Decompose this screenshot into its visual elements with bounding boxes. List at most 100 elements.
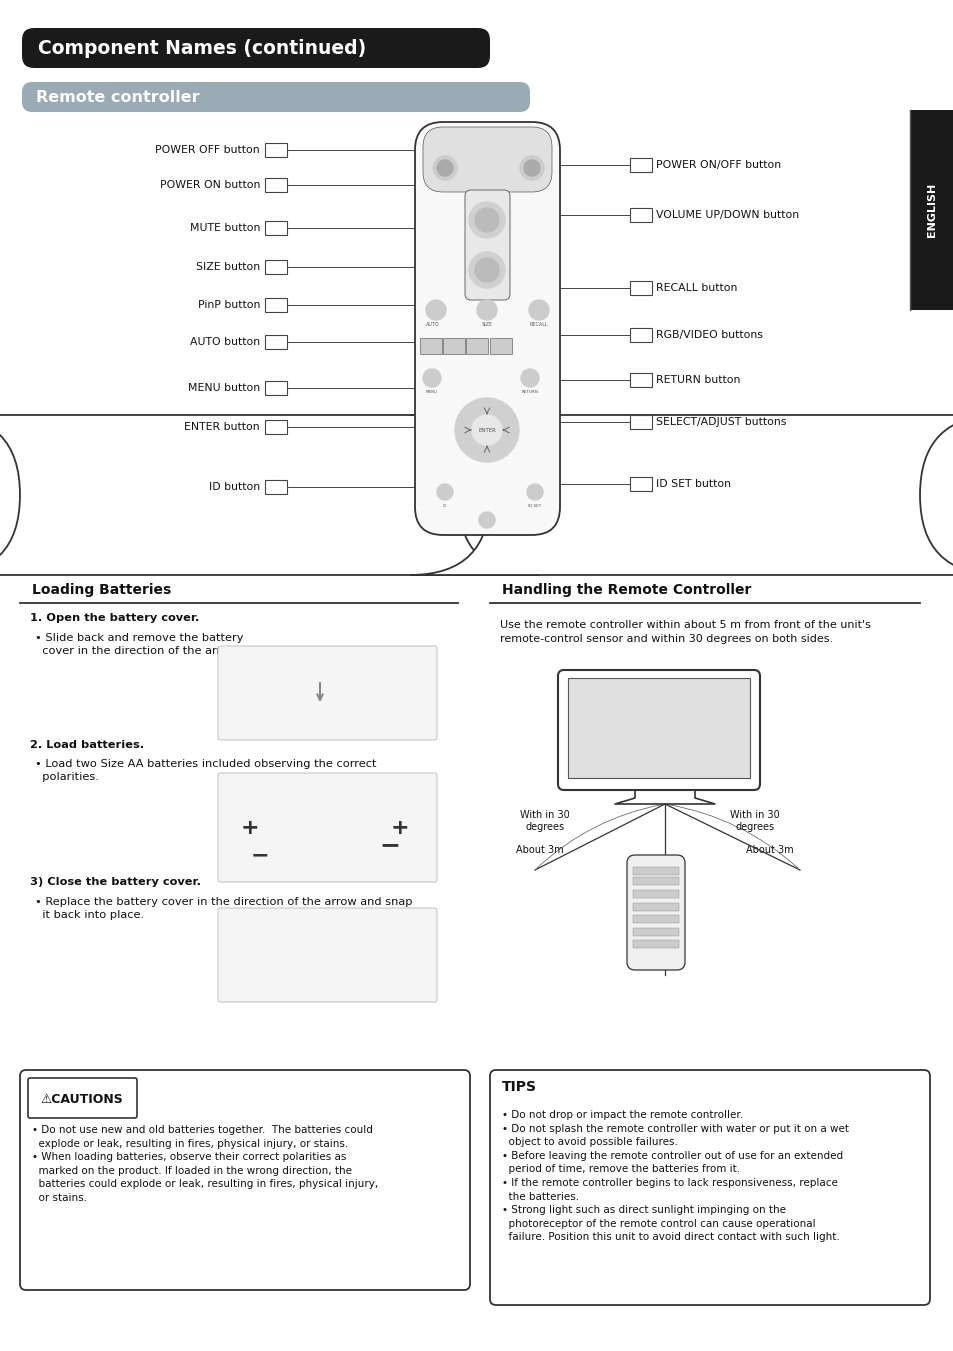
Bar <box>265 178 287 192</box>
Circle shape <box>520 369 538 386</box>
Bar <box>265 480 287 494</box>
Text: PinP button: PinP button <box>197 300 260 309</box>
Bar <box>265 222 287 235</box>
FancyBboxPatch shape <box>422 127 552 192</box>
FancyBboxPatch shape <box>218 646 436 740</box>
Text: With in 30
degrees: With in 30 degrees <box>519 811 569 832</box>
Circle shape <box>476 300 497 320</box>
Circle shape <box>526 484 542 500</box>
Circle shape <box>469 203 504 238</box>
Bar <box>265 381 287 394</box>
Bar <box>265 335 287 349</box>
Text: ⚠CAUTIONS: ⚠CAUTIONS <box>40 1093 123 1105</box>
Bar <box>633 877 679 885</box>
Bar <box>633 915 679 923</box>
FancyBboxPatch shape <box>626 855 684 970</box>
Text: MENU: MENU <box>425 390 437 394</box>
Bar <box>265 299 287 312</box>
Text: −: − <box>251 844 269 865</box>
Text: ENTER: ENTER <box>477 427 496 432</box>
Bar <box>633 890 679 898</box>
FancyBboxPatch shape <box>490 1070 929 1305</box>
Bar <box>629 415 651 430</box>
Text: • Replace the battery cover in the direction of the arrow and snap
  it back int: • Replace the battery cover in the direc… <box>35 897 412 920</box>
FancyBboxPatch shape <box>558 670 760 790</box>
Text: AUTO: AUTO <box>426 322 439 327</box>
Text: • Load two Size AA batteries included observing the correct
  polarities.: • Load two Size AA batteries included ob… <box>35 759 376 782</box>
Text: ID SET button: ID SET button <box>656 480 730 489</box>
Bar <box>629 208 651 222</box>
Circle shape <box>469 253 504 288</box>
Text: RECALL: RECALL <box>529 322 548 327</box>
Circle shape <box>436 484 453 500</box>
Circle shape <box>436 159 453 176</box>
Text: AUTO button: AUTO button <box>190 336 260 347</box>
Text: ID SET: ID SET <box>528 504 541 508</box>
Bar <box>629 477 651 490</box>
Circle shape <box>433 155 456 180</box>
Text: Remote controller: Remote controller <box>36 89 199 104</box>
Bar <box>909 109 953 309</box>
Circle shape <box>529 300 548 320</box>
Text: About 3m: About 3m <box>516 844 563 855</box>
Text: • Slide back and remove the battery
  cover in the direction of the arrow.: • Slide back and remove the battery cove… <box>35 634 243 657</box>
Bar <box>265 143 287 157</box>
Circle shape <box>475 208 498 232</box>
Text: POWER ON/OFF button: POWER ON/OFF button <box>656 159 781 170</box>
Text: SELECT/ADJUST buttons: SELECT/ADJUST buttons <box>656 417 785 427</box>
Bar <box>629 281 651 295</box>
Bar <box>633 902 679 911</box>
Circle shape <box>475 258 498 282</box>
Text: 1. Open the battery cover.: 1. Open the battery cover. <box>30 613 199 623</box>
Bar <box>442 338 464 354</box>
Bar <box>419 338 441 354</box>
Text: Handling the Remote Controller: Handling the Remote Controller <box>501 584 751 597</box>
FancyBboxPatch shape <box>410 415 953 576</box>
Bar <box>633 928 679 936</box>
Bar <box>490 338 512 354</box>
FancyBboxPatch shape <box>22 82 530 112</box>
Text: SIZE button: SIZE button <box>195 262 260 272</box>
Circle shape <box>455 399 518 462</box>
Text: ID button: ID button <box>209 482 260 492</box>
Text: MUTE button: MUTE button <box>190 223 260 232</box>
Text: POWER OFF button: POWER OFF button <box>155 145 260 155</box>
Text: RETURN button: RETURN button <box>656 376 740 385</box>
Text: TIPS: TIPS <box>501 1079 537 1094</box>
Text: POWER ON button: POWER ON button <box>159 180 260 190</box>
Text: Loading Batteries: Loading Batteries <box>32 584 172 597</box>
Text: VOLUME UP/DOWN button: VOLUME UP/DOWN button <box>656 209 799 220</box>
Circle shape <box>426 300 446 320</box>
Bar <box>567 678 749 778</box>
Text: 2. Load batteries.: 2. Load batteries. <box>30 740 144 750</box>
Circle shape <box>519 155 543 180</box>
Bar <box>265 259 287 274</box>
Text: Component Names (continued): Component Names (continued) <box>38 38 366 58</box>
Bar <box>629 158 651 172</box>
FancyBboxPatch shape <box>20 1070 470 1290</box>
FancyBboxPatch shape <box>218 773 436 882</box>
Bar <box>633 867 679 875</box>
FancyBboxPatch shape <box>464 190 510 300</box>
Text: About 3m: About 3m <box>745 844 793 855</box>
Text: With in 30
degrees: With in 30 degrees <box>729 811 779 832</box>
Text: RGB/VIDEO buttons: RGB/VIDEO buttons <box>656 330 762 340</box>
Text: ENTER button: ENTER button <box>184 422 260 432</box>
Text: MENU button: MENU button <box>188 382 260 393</box>
Circle shape <box>422 369 440 386</box>
FancyBboxPatch shape <box>0 415 537 576</box>
Text: • Do not drop or impact the remote controller.
• Do not splash the remote contro: • Do not drop or impact the remote contr… <box>501 1111 848 1243</box>
Text: RETURN: RETURN <box>521 390 537 394</box>
Bar <box>633 940 679 948</box>
FancyBboxPatch shape <box>22 28 490 68</box>
Text: Use the remote controller within about 5 m from front of the unit's
remote-contr: Use the remote controller within about 5… <box>499 620 870 644</box>
Text: • Do not use new and old batteries together.  The batteries could
  explode or l: • Do not use new and old batteries toget… <box>32 1125 377 1202</box>
Text: RECALL button: RECALL button <box>656 282 737 293</box>
Bar <box>629 373 651 386</box>
Circle shape <box>478 512 495 528</box>
Text: +: + <box>391 817 409 838</box>
Circle shape <box>472 415 501 444</box>
Bar <box>629 328 651 342</box>
FancyBboxPatch shape <box>28 1078 137 1119</box>
FancyBboxPatch shape <box>415 122 559 535</box>
